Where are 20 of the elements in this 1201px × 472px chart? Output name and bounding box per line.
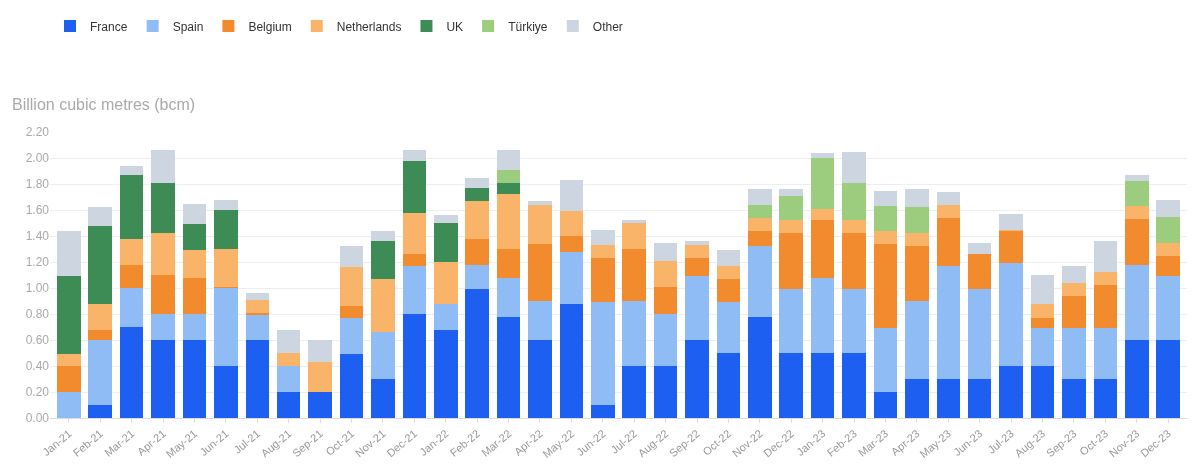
legend-label: UK [446,19,464,34]
y-tick-label: 0.20 [25,385,50,400]
y-tick-label: 0.00 [25,411,50,426]
y-tick-label: 2.00 [25,151,50,166]
y-tick-label: 1.20 [25,255,50,270]
y-tick-label: 0.60 [25,333,50,348]
y-tick-label: 0.40 [25,359,50,374]
y-tick-label: 1.60 [25,203,50,218]
legend-label: Netherlands [336,19,402,34]
y-axis-title: Billion cubic metres (bcm) [12,96,196,113]
y-tick-label: 2.20 [25,125,50,140]
legend-label: Spain [172,19,204,34]
legend-label: Other [592,19,623,34]
y-tick-label: 1.80 [25,177,50,192]
y-tick-label: 1.40 [25,229,50,244]
legend-label: Belgium [248,19,292,34]
y-tick-label: 1.00 [25,281,50,296]
legend-label: France [90,19,128,34]
legend-label: Türkiye [508,19,548,34]
y-tick-label: 0.80 [25,307,50,322]
